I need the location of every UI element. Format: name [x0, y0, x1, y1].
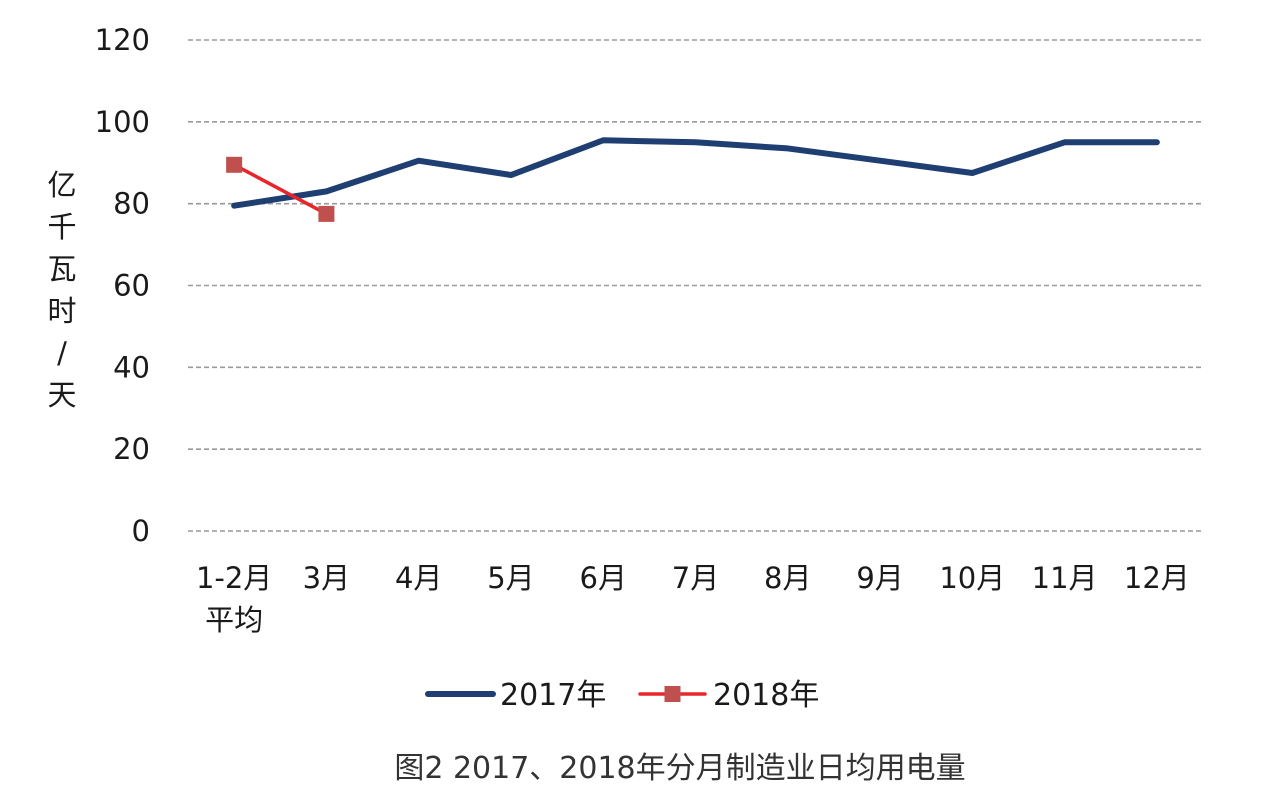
data-point-marker	[226, 156, 243, 173]
legend-swatch-marker	[664, 686, 681, 702]
x-tick-label: 7月	[672, 561, 719, 595]
y-tick-label: 100	[95, 105, 150, 139]
legend-item: 2017年	[425, 678, 606, 713]
y-axis-label-char: 瓦	[47, 252, 76, 286]
x-tick-label: 12月	[1124, 561, 1190, 595]
x-tick-label: 10月	[939, 561, 1005, 595]
x-tick-label: 5月	[487, 561, 534, 595]
y-axis-ticks: 0 20 40 60 80 100 120	[95, 23, 150, 548]
x-tick-label: 6月	[580, 561, 627, 595]
y-axis-label-char: 天	[47, 378, 76, 412]
y-tick-label: 120	[95, 23, 150, 57]
x-tick-label: 1-2月平均	[196, 561, 272, 637]
y-axis-label-char: 亿	[47, 168, 76, 202]
x-tick-label: 11月	[1032, 561, 1098, 595]
series-2017年	[231, 137, 1160, 209]
y-tick-label: 40	[113, 350, 150, 384]
data-point-marker	[318, 205, 335, 222]
x-tick-label: 9月	[856, 561, 903, 595]
series	[226, 137, 1160, 222]
x-axis-ticks: 1-2月平均 3月 4月 5月 6月 7月 8月 9月 10月 11月 12月	[196, 561, 1190, 637]
y-axis-label-char: /	[57, 336, 67, 370]
legend-label: 2018年	[713, 678, 819, 713]
y-tick-label: 20	[113, 432, 150, 466]
legend: 2017年 2018年	[425, 678, 819, 713]
series-2018年	[226, 156, 335, 222]
y-tick-label: 80	[113, 187, 150, 221]
y-axis-label-char: 千	[47, 210, 76, 244]
x-tick-label: 3月	[303, 561, 350, 595]
gridlines	[188, 39, 1203, 532]
legend-label: 2017年	[500, 678, 606, 713]
series-line	[231, 137, 1160, 209]
legend-item: 2018年	[638, 678, 819, 713]
y-axis-label-char: 时	[47, 294, 76, 328]
y-tick-label: 60	[113, 269, 150, 303]
chart-title: 图2 2017、2018年分月制造业日均用电量	[394, 751, 965, 786]
x-tick-label: 4月	[395, 561, 442, 595]
x-tick-label: 8月	[764, 561, 811, 595]
series-line	[232, 163, 329, 216]
y-tick-label: 0	[132, 514, 150, 548]
